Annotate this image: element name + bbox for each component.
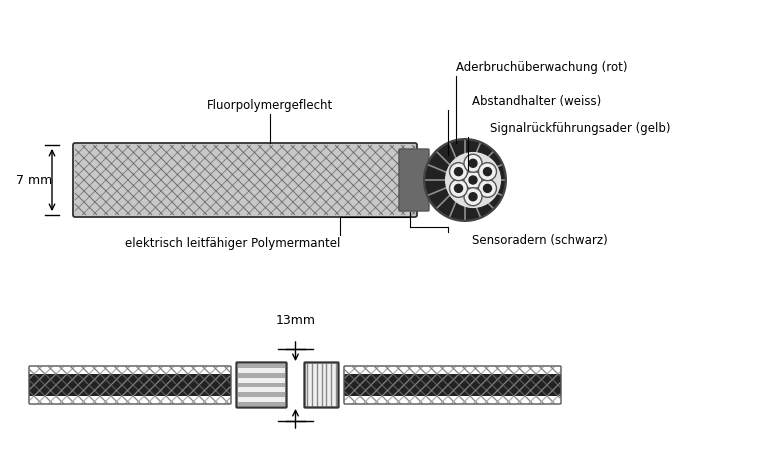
Circle shape [423, 138, 507, 222]
Text: Sensoradern (schwarz): Sensoradern (schwarz) [472, 234, 608, 247]
Bar [237, 373, 286, 378]
Circle shape [479, 163, 496, 180]
Text: Abstandhalter (weiss): Abstandhalter (weiss) [472, 95, 601, 108]
FancyBboxPatch shape [29, 374, 231, 396]
Circle shape [454, 185, 463, 192]
Circle shape [449, 179, 467, 198]
Text: elektrisch leitfähiger Polymermantel: elektrisch leitfähiger Polymermantel [125, 237, 340, 250]
Text: 7 mm: 7 mm [16, 173, 52, 186]
Bar [237, 392, 286, 397]
Circle shape [469, 176, 477, 184]
Bar [237, 363, 286, 368]
Circle shape [426, 141, 504, 219]
Circle shape [464, 188, 482, 206]
Text: Fluorpolymergeflecht: Fluorpolymergeflecht [207, 99, 333, 112]
Circle shape [469, 193, 477, 201]
FancyBboxPatch shape [399, 149, 429, 211]
FancyBboxPatch shape [73, 143, 417, 217]
Circle shape [464, 171, 482, 189]
FancyBboxPatch shape [236, 362, 287, 408]
Circle shape [483, 167, 492, 176]
Bar [237, 383, 286, 387]
Text: Aderbruchüberwachung (rot): Aderbruchüberwachung (rot) [456, 61, 628, 74]
FancyBboxPatch shape [344, 374, 561, 396]
Circle shape [449, 163, 467, 180]
Circle shape [454, 167, 463, 176]
FancyBboxPatch shape [305, 362, 338, 408]
Text: 13mm: 13mm [275, 314, 315, 327]
Bar [237, 402, 286, 407]
Circle shape [479, 179, 496, 198]
Circle shape [464, 154, 482, 172]
Circle shape [483, 185, 492, 192]
Circle shape [469, 159, 477, 167]
Text: Signalrückführungsader (gelb): Signalrückführungsader (gelb) [490, 122, 670, 135]
Circle shape [445, 153, 500, 207]
